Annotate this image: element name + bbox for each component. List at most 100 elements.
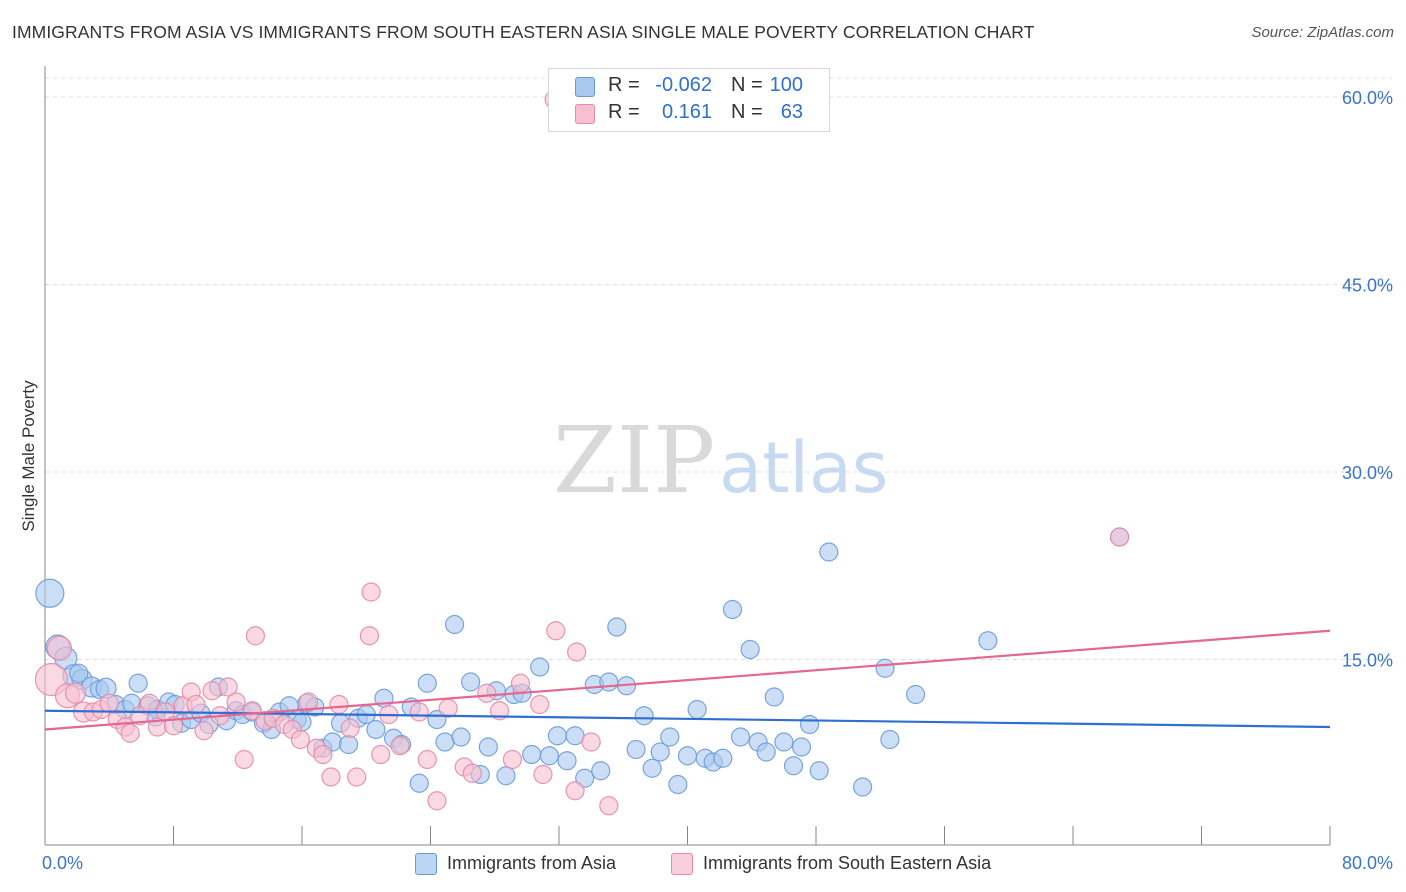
point-asia bbox=[539, 746, 559, 766]
legend-n-value: 63 bbox=[780, 101, 803, 123]
point-se-asia bbox=[234, 749, 254, 770]
point-asia bbox=[880, 729, 900, 750]
y-tick-label: 45.0% bbox=[1342, 276, 1393, 296]
point-asia bbox=[650, 742, 670, 762]
point-asia bbox=[852, 777, 873, 797]
point-se-asia bbox=[298, 692, 319, 712]
point-asia bbox=[461, 672, 481, 692]
chart-title: IMMIGRANTS FROM ASIA VS IMMIGRANTS FROM … bbox=[12, 22, 1035, 42]
point-se-asia bbox=[599, 796, 619, 816]
correlation-legend: R = -0.062 N = 100 R = 0.161 N = 63 bbox=[548, 68, 830, 132]
y-tick-label: 15.0% bbox=[1342, 651, 1393, 671]
point-asia bbox=[128, 673, 148, 693]
data-points bbox=[34, 89, 1130, 816]
point-asia bbox=[69, 663, 89, 683]
point-se-asia bbox=[340, 718, 360, 738]
point-se-asia bbox=[462, 763, 482, 783]
point-se-asia bbox=[120, 723, 140, 743]
point-se-asia bbox=[390, 736, 410, 756]
point-se-asia bbox=[139, 693, 160, 713]
point-asia bbox=[799, 714, 820, 735]
point-se-asia bbox=[438, 698, 458, 718]
point-se-asia bbox=[427, 791, 447, 811]
point-se-asia bbox=[409, 702, 429, 722]
point-asia bbox=[687, 699, 707, 720]
series-swatch-se-asia bbox=[671, 853, 693, 875]
point-asia bbox=[783, 756, 804, 776]
point-se-asia bbox=[64, 682, 87, 704]
point-asia bbox=[764, 687, 784, 707]
point-se-asia bbox=[567, 642, 587, 662]
grid-lines bbox=[45, 77, 1392, 660]
point-asia bbox=[366, 719, 386, 740]
point-se-asia bbox=[290, 729, 310, 750]
point-asia bbox=[451, 727, 471, 747]
legend-r-label: R = bbox=[608, 74, 640, 96]
legend-r-value: -0.062 bbox=[655, 74, 712, 96]
point-asia bbox=[730, 727, 751, 747]
point-se-asia bbox=[533, 764, 553, 785]
point-se-asia bbox=[347, 767, 367, 787]
point-se-asia bbox=[530, 694, 550, 715]
point-asia bbox=[978, 631, 998, 651]
tick-labels: 15.0% 30.0% 45.0% 60.0% 0.0% 80.0% bbox=[42, 88, 1393, 873]
point-asia bbox=[409, 773, 429, 793]
point-asia bbox=[444, 614, 465, 635]
legend-swatch-se-asia bbox=[575, 104, 595, 124]
x-tick-label: 0.0% bbox=[42, 853, 83, 873]
watermark-atlas: atlas bbox=[719, 427, 888, 509]
y-tick-label: 30.0% bbox=[1342, 463, 1393, 483]
point-asia bbox=[713, 748, 733, 768]
legend-row-se-asia: R = 0.161 N = 63 bbox=[549, 100, 829, 128]
point-se-asia bbox=[321, 767, 341, 787]
point-se-asia bbox=[1109, 527, 1130, 547]
y-tick-label: 60.0% bbox=[1342, 88, 1393, 108]
point-se-asia bbox=[99, 693, 119, 713]
point-se-asia bbox=[218, 677, 238, 697]
point-asia bbox=[819, 542, 839, 562]
point-asia bbox=[626, 739, 646, 760]
point-se-asia bbox=[546, 621, 566, 641]
point-asia bbox=[599, 672, 619, 692]
point-se-asia bbox=[510, 673, 531, 693]
point-asia bbox=[530, 657, 550, 677]
point-se-asia bbox=[417, 749, 437, 770]
point-asia bbox=[677, 746, 698, 766]
point-asia bbox=[565, 726, 585, 746]
point-asia bbox=[417, 673, 437, 693]
point-asia bbox=[496, 766, 516, 786]
legend-r-value: 0.161 bbox=[661, 101, 712, 123]
legend-n-label: N = bbox=[731, 101, 763, 123]
point-se-asia bbox=[477, 683, 497, 703]
point-se-asia bbox=[359, 626, 380, 646]
y-axis-label: Single Male Poverty bbox=[19, 380, 38, 532]
point-se-asia bbox=[313, 744, 333, 765]
point-asia bbox=[591, 761, 611, 781]
point-asia bbox=[875, 658, 895, 678]
point-asia bbox=[522, 744, 542, 765]
trend-lines bbox=[44, 629, 1331, 731]
point-asia bbox=[791, 737, 812, 757]
point-asia bbox=[660, 727, 680, 747]
point-se-asia bbox=[242, 701, 262, 721]
trend-line-se-asia bbox=[44, 629, 1331, 731]
point-asia bbox=[774, 732, 794, 752]
series-swatch-asia bbox=[415, 853, 437, 875]
point-asia bbox=[756, 742, 776, 762]
legend-swatch-asia bbox=[575, 77, 595, 97]
point-se-asia bbox=[371, 744, 391, 765]
point-se-asia bbox=[46, 635, 73, 661]
series-label-se-asia: Immigrants from South Eastern Asia bbox=[703, 853, 992, 873]
point-asia bbox=[642, 758, 662, 778]
point-se-asia bbox=[186, 694, 206, 715]
point-se-asia bbox=[361, 582, 381, 602]
point-asia bbox=[547, 726, 567, 746]
point-asia bbox=[607, 617, 627, 637]
point-se-asia bbox=[226, 692, 246, 712]
source-label: Source: ZipAtlas.com bbox=[1251, 24, 1394, 41]
point-asia bbox=[809, 761, 829, 781]
point-se-asia bbox=[502, 749, 523, 770]
watermark-zip: ZIP bbox=[553, 407, 715, 514]
legend-row-asia: R = -0.062 N = 100 bbox=[549, 73, 829, 101]
point-asia bbox=[740, 639, 760, 660]
